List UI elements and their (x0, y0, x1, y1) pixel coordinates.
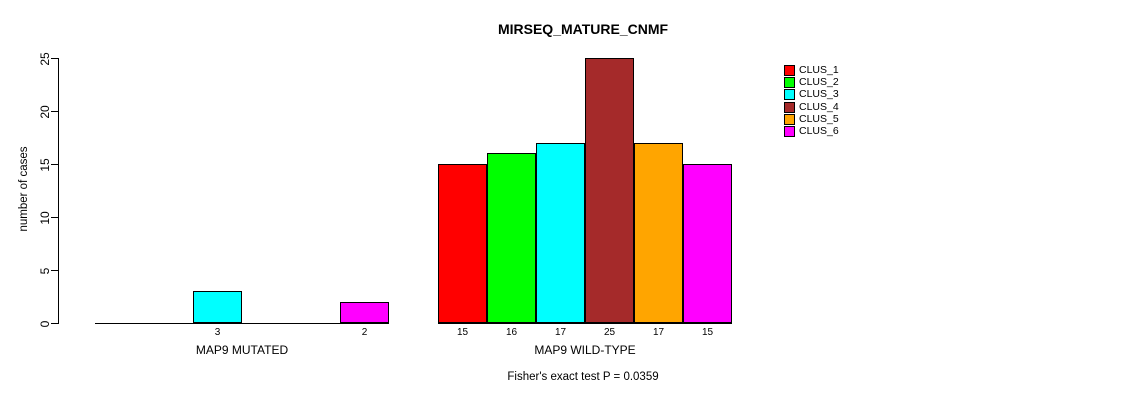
bar-value-label: 16 (505, 327, 518, 338)
legend-item: CLUS_1 (784, 64, 839, 76)
legend-swatch-clus_2 (784, 76, 795, 88)
legend-item: CLUS_5 (784, 113, 839, 125)
bar-value-label: 2 (361, 327, 368, 338)
legend-item-label: CLUS_2 (799, 76, 839, 89)
bar-clus_3-group2 (536, 143, 585, 323)
y-axis-tick (51, 164, 58, 165)
y-axis-tick-label: 10 (38, 210, 52, 225)
bar-value-label: 17 (554, 327, 567, 338)
y-axis-tick (51, 217, 58, 218)
bar-clus_1-group2 (438, 164, 487, 323)
y-axis-tick (51, 323, 58, 324)
group-label: MAP9 MUTATED (195, 343, 289, 357)
x-axis-baseline (438, 323, 732, 324)
legend-item-label: CLUS_4 (799, 100, 839, 113)
legend-item-label: CLUS_5 (799, 113, 839, 126)
legend-swatch-clus_5 (784, 113, 795, 125)
group-label: MAP9 WILD-TYPE (534, 343, 636, 357)
bar-value-label: 3 (214, 327, 221, 338)
bar-clus_2-group2 (487, 153, 536, 323)
y-axis-label: number of cases (18, 146, 30, 232)
legend-item-label: CLUS_3 (799, 88, 839, 101)
legend-item-label: CLUS_1 (799, 63, 839, 76)
chart-title: MIRSEQ_MATURE_CNMF (497, 21, 669, 37)
bar-clus_5-group2 (634, 143, 683, 323)
y-axis-tick (51, 270, 58, 271)
y-axis-tick-label: 0 (38, 320, 52, 327)
legend-item: CLUS_6 (784, 125, 839, 138)
legend-swatch-clus_4 (784, 101, 795, 113)
x-axis-baseline (95, 323, 389, 324)
legend-swatch-clus_1 (784, 64, 795, 76)
bar-clus_3-group1 (193, 291, 242, 323)
y-axis-tick-label: 20 (38, 104, 52, 119)
legend-swatch-clus_6 (784, 126, 795, 138)
y-axis-tick (51, 58, 58, 59)
bar-clus_6-group1 (340, 302, 389, 323)
legend-item: CLUS_4 (784, 101, 839, 113)
y-axis-tick (51, 111, 58, 112)
y-axis-tick-label: 5 (38, 267, 52, 274)
legend: CLUS_1 CLUS_2 CLUS_3 CLUS_4 CLUS_5 CLUS_6 (784, 64, 839, 138)
legend-swatch-clus_3 (784, 89, 795, 101)
bar-value-label: 15 (456, 327, 469, 338)
bar-clus_6-group2 (683, 164, 732, 323)
bar-value-label: 15 (701, 327, 714, 338)
y-axis-line (58, 58, 59, 324)
legend-item-label: CLUS_6 (799, 125, 839, 138)
legend-item: CLUS_2 (784, 76, 839, 88)
bar-value-label: 25 (603, 327, 616, 338)
bar-clus_4-group2 (585, 58, 634, 323)
bar-value-label: 17 (652, 327, 665, 338)
y-axis-tick-label: 25 (38, 51, 52, 66)
y-axis-tick-label: 15 (38, 157, 52, 172)
fisher-test-annotation: Fisher's exact test P = 0.0359 (507, 371, 659, 383)
legend-item: CLUS_3 (784, 89, 839, 101)
